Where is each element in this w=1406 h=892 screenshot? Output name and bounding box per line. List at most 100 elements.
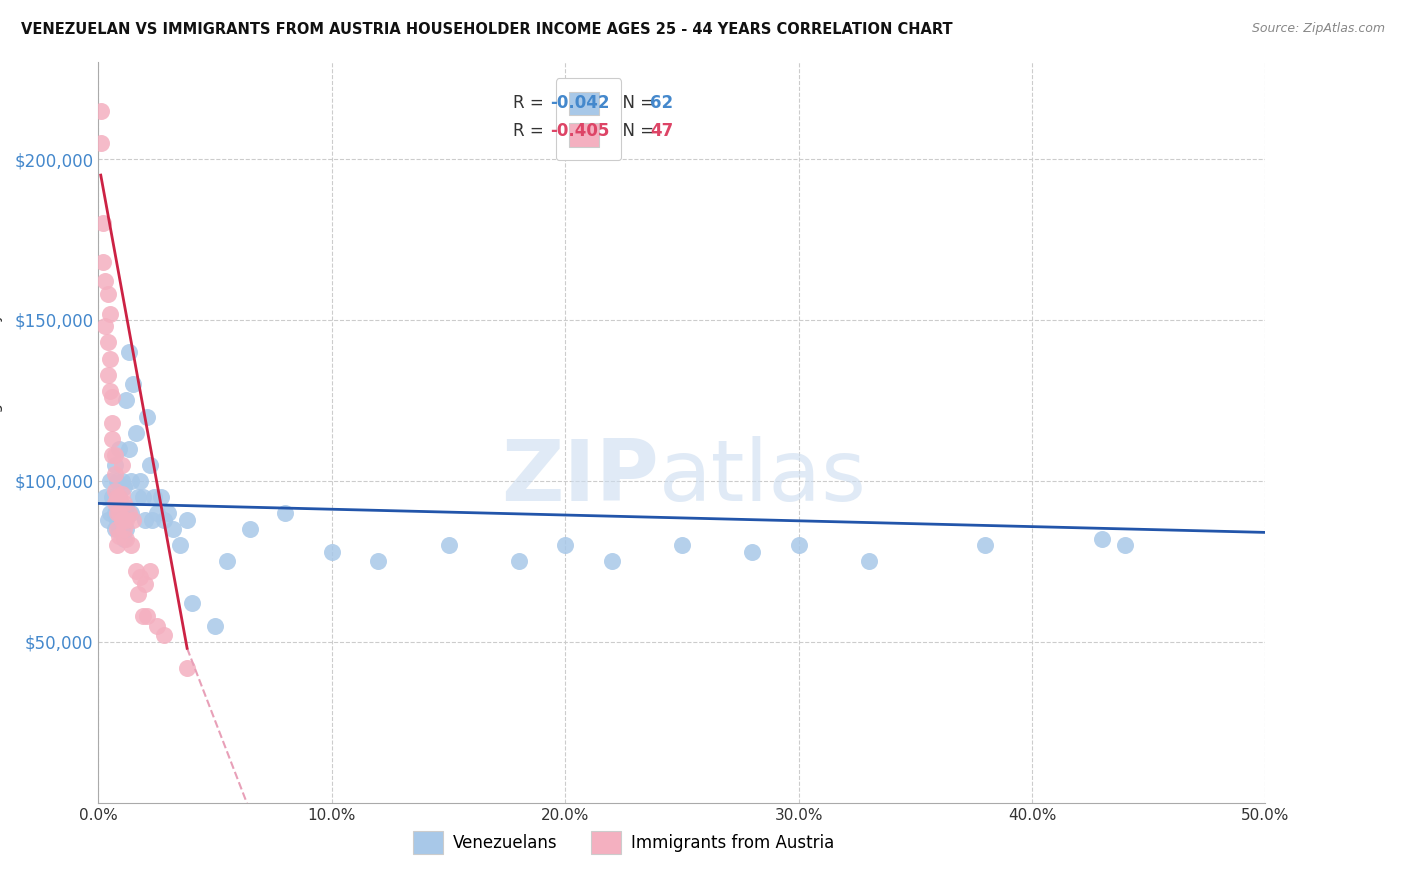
Point	[104, 522, 127, 536]
Point	[108, 490, 131, 504]
Point	[215, 554, 238, 568]
Point	[90, 136, 112, 150]
Point	[112, 532, 135, 546]
Point	[127, 490, 149, 504]
Point	[125, 564, 148, 578]
Text: R =: R =	[513, 121, 548, 139]
Point	[91, 216, 114, 230]
Point	[90, 103, 112, 118]
Text: 62: 62	[651, 95, 673, 112]
Point	[741, 545, 763, 559]
Point	[98, 506, 121, 520]
Point	[111, 458, 134, 472]
Point	[118, 506, 141, 520]
Point	[139, 564, 162, 578]
Point	[111, 474, 134, 488]
Point	[98, 306, 121, 320]
Point	[97, 512, 120, 526]
Point	[108, 506, 131, 520]
Point	[274, 506, 297, 520]
Point	[94, 490, 117, 504]
Text: N =: N =	[612, 95, 659, 112]
Point	[91, 255, 114, 269]
Point	[111, 522, 134, 536]
Point	[122, 377, 145, 392]
Point	[98, 384, 121, 398]
Point	[162, 522, 184, 536]
Point	[554, 538, 576, 552]
Text: ZIP: ZIP	[501, 435, 658, 518]
Point	[437, 538, 460, 552]
Point	[129, 474, 152, 488]
Point	[120, 506, 142, 520]
Point	[204, 619, 226, 633]
Point	[115, 532, 138, 546]
Point	[101, 432, 124, 446]
Text: -0.042: -0.042	[550, 95, 610, 112]
Point	[1091, 532, 1114, 546]
Point	[152, 628, 174, 642]
Point	[104, 506, 127, 520]
Point	[671, 538, 693, 552]
Point	[132, 609, 155, 624]
Point	[97, 368, 120, 382]
Point	[94, 319, 117, 334]
Point	[146, 506, 169, 520]
Point	[104, 448, 127, 462]
Point	[112, 522, 135, 536]
Point	[139, 458, 162, 472]
Point	[508, 554, 530, 568]
Point	[105, 500, 128, 514]
Text: N =: N =	[612, 121, 659, 139]
Point	[152, 512, 174, 526]
Point	[134, 577, 156, 591]
Point	[111, 512, 134, 526]
Point	[321, 545, 343, 559]
Point	[112, 512, 135, 526]
Point	[104, 496, 127, 510]
Point	[112, 496, 135, 510]
Point	[169, 538, 191, 552]
Point	[105, 474, 128, 488]
Point	[787, 538, 810, 552]
Point	[94, 274, 117, 288]
Point	[120, 538, 142, 552]
Point	[97, 287, 120, 301]
Point	[101, 490, 124, 504]
Point	[105, 506, 128, 520]
Point	[111, 487, 134, 501]
Legend: Venezuelans, Immigrants from Austria: Venezuelans, Immigrants from Austria	[406, 824, 841, 861]
Point	[108, 522, 131, 536]
Point	[600, 554, 623, 568]
Text: 47: 47	[651, 121, 673, 139]
Point	[101, 390, 124, 404]
Point	[111, 500, 134, 514]
Text: Source: ZipAtlas.com: Source: ZipAtlas.com	[1251, 22, 1385, 36]
Point	[112, 480, 135, 494]
Point	[115, 393, 138, 408]
Point	[367, 554, 389, 568]
Point	[104, 467, 127, 482]
Point	[132, 490, 155, 504]
Y-axis label: Householder Income Ages 25 - 44 years: Householder Income Ages 25 - 44 years	[0, 279, 3, 586]
Point	[143, 490, 166, 504]
Point	[180, 596, 202, 610]
Text: atlas: atlas	[658, 435, 866, 518]
Point	[98, 474, 121, 488]
Point	[127, 586, 149, 600]
Point	[129, 570, 152, 584]
Point	[108, 490, 131, 504]
Point	[125, 425, 148, 440]
Point	[120, 474, 142, 488]
Point	[105, 490, 128, 504]
Point	[98, 351, 121, 366]
Point	[146, 619, 169, 633]
Point	[1114, 538, 1136, 552]
Point	[858, 554, 880, 568]
Point	[176, 512, 198, 526]
Point	[136, 409, 159, 424]
Point	[239, 522, 262, 536]
Point	[105, 538, 128, 552]
Point	[157, 506, 180, 520]
Text: -0.405: -0.405	[550, 121, 609, 139]
